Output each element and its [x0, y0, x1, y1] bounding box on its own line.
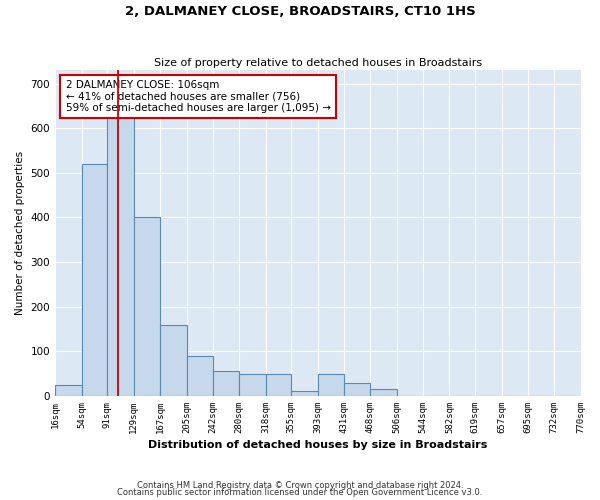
Bar [160, 324, 187, 396]
Bar [370, 390, 397, 396]
Bar [82, 164, 107, 396]
Text: Contains public sector information licensed under the Open Government Licence v3: Contains public sector information licen… [118, 488, 482, 497]
Title: Size of property relative to detached houses in Broadstairs: Size of property relative to detached ho… [154, 58, 482, 68]
Bar [55, 385, 82, 396]
Text: 2 DALMANEY CLOSE: 106sqm
← 41% of detached houses are smaller (756)
59% of semi-: 2 DALMANEY CLOSE: 106sqm ← 41% of detach… [65, 80, 331, 113]
Bar [134, 218, 160, 396]
Text: 2, DALMANEY CLOSE, BROADSTAIRS, CT10 1HS: 2, DALMANEY CLOSE, BROADSTAIRS, CT10 1HS [125, 5, 475, 18]
Y-axis label: Number of detached properties: Number of detached properties [15, 151, 25, 315]
Bar [318, 374, 344, 396]
X-axis label: Distribution of detached houses by size in Broadstairs: Distribution of detached houses by size … [148, 440, 487, 450]
Bar [107, 92, 134, 396]
Bar [291, 392, 318, 396]
Bar [344, 382, 370, 396]
Bar [212, 372, 239, 396]
Bar [239, 374, 266, 396]
Text: Contains HM Land Registry data © Crown copyright and database right 2024.: Contains HM Land Registry data © Crown c… [137, 480, 463, 490]
Bar [266, 374, 291, 396]
Bar [187, 356, 212, 396]
